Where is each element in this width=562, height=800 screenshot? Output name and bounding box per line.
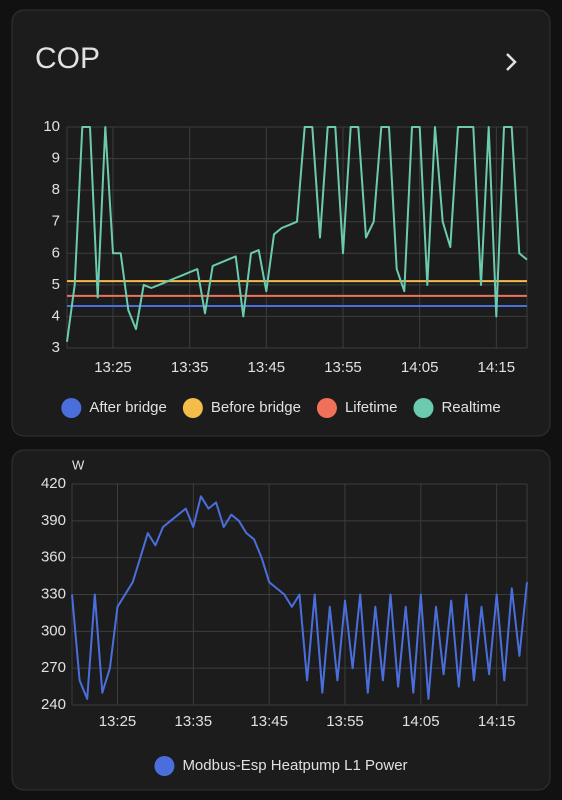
legend-label: After bridge bbox=[89, 399, 167, 416]
y-tick-label: 360 bbox=[41, 549, 66, 566]
y-tick-label: 9 bbox=[52, 150, 60, 167]
y-tick-label: 7 bbox=[52, 213, 60, 230]
legend-swatch bbox=[154, 756, 175, 776]
legend-label: Before bridge bbox=[211, 399, 301, 416]
legend-swatch bbox=[61, 398, 82, 418]
x-tick-label: 13:25 bbox=[94, 359, 132, 376]
x-tick-label: 13:35 bbox=[175, 713, 213, 730]
cop-card bbox=[11, 9, 551, 437]
legend-swatch bbox=[413, 398, 434, 418]
legend-swatch bbox=[316, 398, 337, 418]
x-tick-label: 13:45 bbox=[250, 713, 288, 730]
x-tick-label: 14:15 bbox=[478, 359, 516, 376]
y-tick-label: 270 bbox=[41, 659, 66, 676]
y-tick-label: 6 bbox=[52, 244, 60, 261]
x-tick-label: 14:05 bbox=[402, 713, 440, 730]
y-tick-label: 5 bbox=[52, 276, 60, 293]
card-title: COP bbox=[35, 42, 100, 75]
y-tick-label: 240 bbox=[41, 696, 66, 713]
legend-label: Modbus-Esp Heatpump L1 Power bbox=[182, 757, 407, 774]
chevron[interactable] bbox=[506, 53, 517, 71]
y-tick-label: 330 bbox=[41, 585, 66, 602]
y-tick-label: 420 bbox=[41, 475, 66, 492]
legend-label: Realtime bbox=[441, 399, 500, 416]
x-tick-label: 13:25 bbox=[99, 713, 137, 730]
x-tick-label: 14:05 bbox=[401, 359, 439, 376]
x-tick-label: 13:55 bbox=[326, 713, 364, 730]
y-tick-label: 300 bbox=[41, 622, 66, 639]
x-tick-label: 13:45 bbox=[248, 359, 286, 376]
y-tick-label: 3 bbox=[52, 339, 60, 356]
x-tick-label: 13:55 bbox=[324, 359, 362, 376]
legend-swatch bbox=[182, 398, 203, 418]
y-tick-label: 10 bbox=[43, 118, 60, 135]
series-line bbox=[71, 495, 528, 700]
y-tick-label: 4 bbox=[52, 307, 60, 324]
axis-unit: W bbox=[72, 457, 85, 472]
series-line bbox=[66, 126, 528, 342]
y-tick-label: 390 bbox=[41, 512, 66, 529]
legend-label: Lifetime bbox=[345, 399, 398, 416]
y-tick-label: 8 bbox=[52, 181, 60, 198]
x-tick-label: 13:35 bbox=[171, 359, 209, 376]
x-tick-label: 14:15 bbox=[478, 713, 516, 730]
